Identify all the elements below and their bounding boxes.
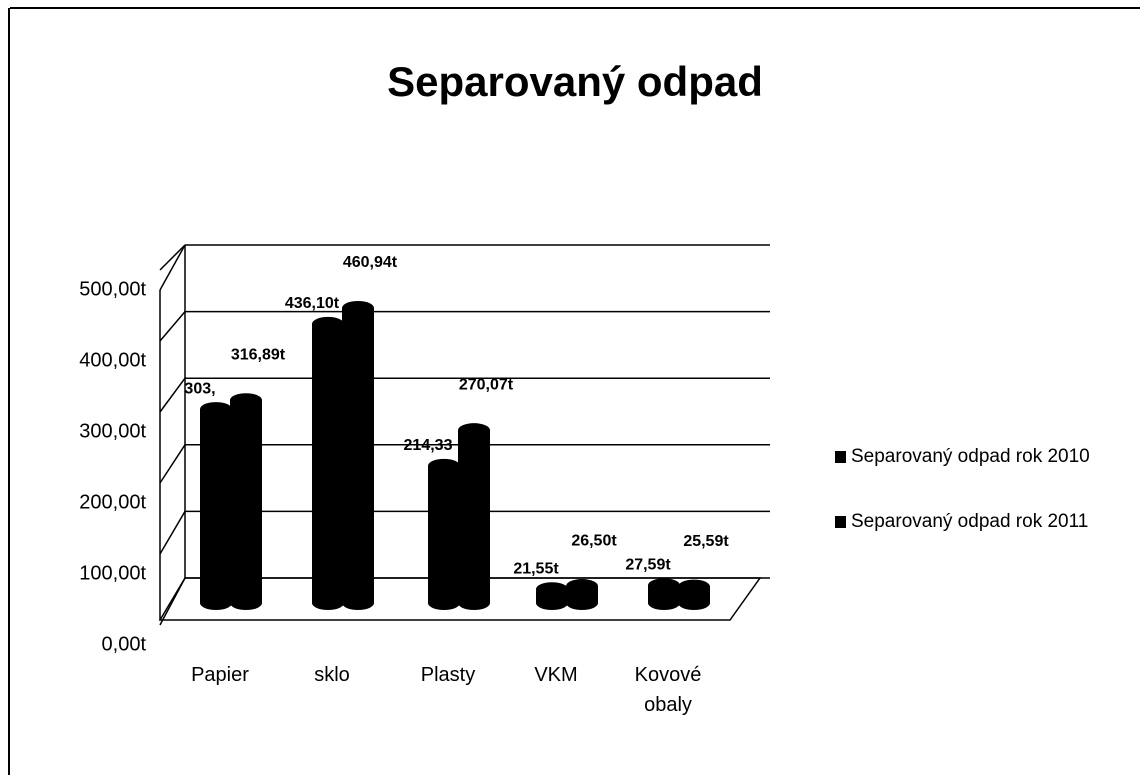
bar xyxy=(230,393,262,610)
value-label: 460,94t xyxy=(343,254,398,271)
value-label: 214,33 xyxy=(404,437,453,454)
x-tick-label: Kovové obaly xyxy=(634,664,702,716)
grid-line xyxy=(159,244,186,271)
bar xyxy=(678,579,710,610)
value-label: 27,59t xyxy=(625,557,671,574)
legend-swatch xyxy=(835,451,846,463)
grid-line xyxy=(159,377,186,413)
legend-label: Separovaný odpad rok 2011 xyxy=(851,511,1088,532)
value-label: 303, xyxy=(184,380,215,397)
grid-line xyxy=(159,577,186,626)
y-tick-label: 300,00t xyxy=(79,420,146,442)
legend-swatch xyxy=(835,516,846,528)
bar xyxy=(312,316,344,610)
grid-line xyxy=(159,444,186,484)
value-label: 270,07t xyxy=(459,376,514,393)
y-tick-label: 400,00t xyxy=(79,349,146,371)
grid-line xyxy=(159,511,186,555)
bar xyxy=(566,579,598,610)
value-label: 26,50t xyxy=(571,532,617,549)
bar xyxy=(342,300,374,610)
x-tick-label: Papier xyxy=(191,664,249,686)
y-tick-label: 0,00t xyxy=(102,633,147,655)
grid-line xyxy=(159,311,186,342)
bar xyxy=(428,458,460,610)
bar xyxy=(648,578,680,610)
y-tick-label: 100,00t xyxy=(79,562,146,584)
value-label: 436,10t xyxy=(285,295,340,312)
x-tick-label: Plasty xyxy=(420,664,476,686)
y-tick-label: 200,00t xyxy=(79,491,146,513)
legend-label: Separovaný odpad rok 2010 xyxy=(851,446,1090,467)
chart-title: Separovaný odpad xyxy=(387,58,763,105)
value-label: 21,55t xyxy=(513,560,559,577)
bar xyxy=(458,423,490,610)
bar xyxy=(536,582,568,610)
x-tick-label: sklo xyxy=(314,664,350,686)
y-tick-label: 500,00t xyxy=(79,278,146,300)
value-label: 25,59t xyxy=(683,533,729,550)
x-tick-label: VKM xyxy=(534,664,578,686)
value-label: 316,89t xyxy=(231,346,286,363)
axis-wall xyxy=(159,244,186,291)
bar xyxy=(200,402,232,610)
